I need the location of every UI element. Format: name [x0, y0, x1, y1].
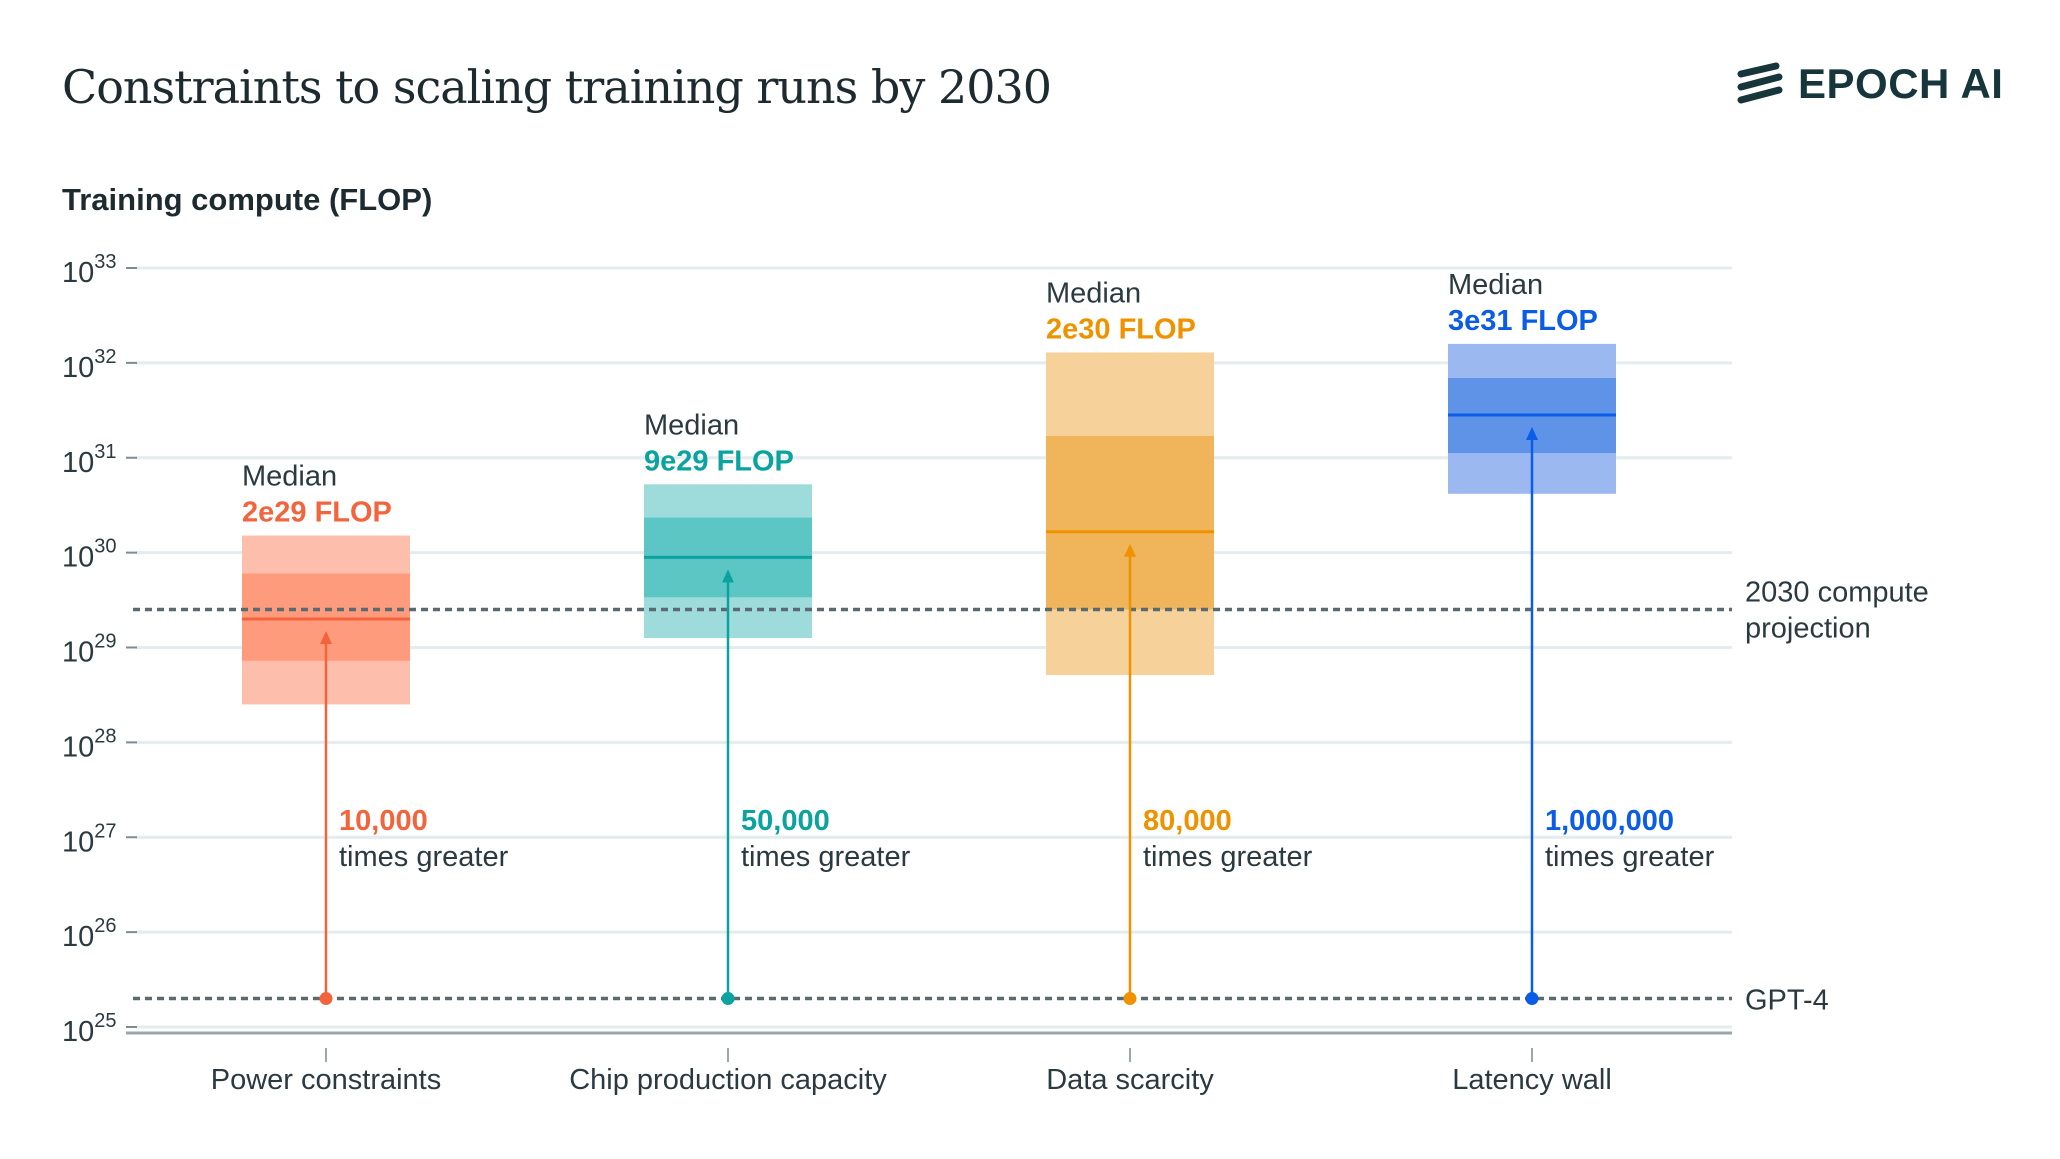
multiplier-value: 50,000 — [741, 805, 830, 837]
gpt4-point — [319, 992, 333, 1006]
multiplier-text: times greater — [1143, 841, 1313, 873]
median-label: 9e29 FLOP — [644, 445, 794, 477]
y-tick-label: 1030 — [62, 536, 117, 574]
multiplier-text: times greater — [1545, 841, 1715, 873]
y-tick-label: 1026 — [62, 915, 117, 953]
median-heading: Median — [1448, 269, 1543, 301]
logo-text: EPOCH AI — [1798, 60, 2004, 107]
reference-label: projection — [1745, 613, 1871, 645]
gpt4-point — [1525, 992, 1539, 1006]
epoch-ai-logo: EPOCH AI — [1736, 60, 2003, 108]
gpt4-point — [1123, 992, 1137, 1006]
x-tick-label: Data scarcity — [1046, 1064, 1214, 1096]
multiplier-text: times greater — [339, 841, 509, 873]
y-tick-label: 1029 — [62, 631, 117, 669]
epoch-logo-icon — [1737, 62, 1783, 104]
chart-title: Constraints to scaling training runs by … — [62, 60, 1052, 114]
y-tick-label: 1032 — [62, 346, 117, 384]
multiplier-value: 10,000 — [339, 805, 428, 837]
x-tick-label: Power constraints — [211, 1064, 442, 1096]
arrow-head — [1124, 543, 1136, 557]
median-heading: Median — [242, 461, 337, 493]
gpt4-point — [721, 992, 735, 1006]
reference-label: GPT-4 — [1745, 985, 1829, 1017]
median-label: 3e31 FLOP — [1448, 305, 1598, 337]
y-tick-label: 1028 — [62, 725, 117, 763]
x-tick-label: Chip production capacity — [569, 1064, 887, 1096]
arrow-head — [1526, 427, 1538, 441]
median-heading: Median — [644, 409, 739, 441]
x-tick-label: Latency wall — [1452, 1064, 1612, 1096]
y-tick-label: 1033 — [62, 251, 117, 289]
arrow-head — [722, 569, 734, 583]
y-tick-label: 1031 — [62, 441, 117, 479]
reference-label: 2030 compute — [1745, 577, 1929, 609]
multiplier-text: times greater — [741, 841, 911, 873]
median-label: 2e29 FLOP — [242, 497, 392, 529]
arrow-head — [320, 631, 332, 645]
median-label: 2e30 FLOP — [1046, 313, 1196, 345]
median-heading: Median — [1046, 277, 1141, 309]
y-tick-label: 1025 — [62, 1010, 117, 1048]
y-axis-label: Training compute (FLOP) — [62, 182, 433, 217]
y-tick-label: 1027 — [62, 820, 117, 858]
multiplier-value: 1,000,000 — [1545, 805, 1674, 837]
multiplier-value: 80,000 — [1143, 805, 1232, 837]
